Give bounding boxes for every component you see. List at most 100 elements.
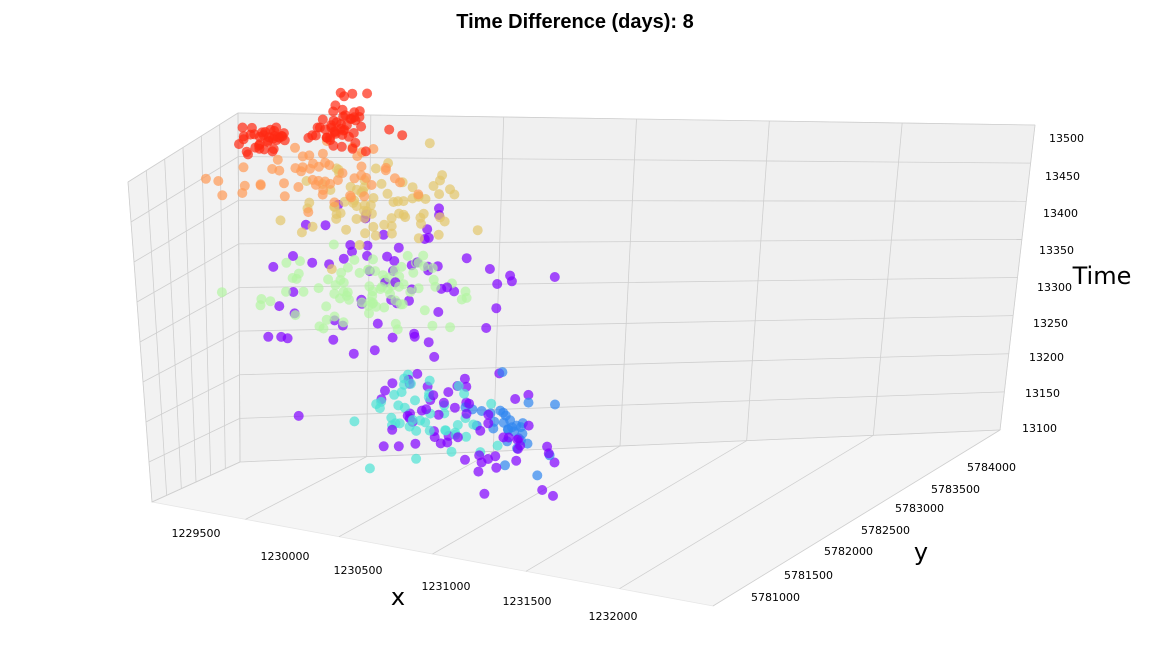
data-point — [237, 188, 248, 198]
data-point — [491, 462, 502, 473]
data-point — [370, 163, 381, 174]
data-point — [359, 213, 370, 223]
data-point — [427, 263, 438, 273]
data-point — [213, 176, 224, 186]
data-point — [549, 272, 560, 282]
data-point — [324, 160, 335, 171]
data-point — [328, 106, 339, 117]
data-point — [481, 323, 492, 333]
grid-line — [133, 199, 239, 263]
data-point — [515, 440, 526, 451]
data-point — [511, 455, 522, 466]
data-point — [329, 127, 340, 138]
data-point — [338, 317, 349, 328]
data-point — [421, 404, 432, 415]
data-point — [532, 470, 543, 481]
data-point — [464, 398, 475, 409]
data-point — [479, 488, 490, 499]
data-point — [410, 438, 421, 449]
data-point — [360, 228, 371, 239]
data-point — [347, 143, 358, 154]
data-point — [405, 378, 416, 389]
data-point — [269, 125, 280, 136]
data-point — [461, 292, 472, 303]
data-point — [396, 387, 407, 398]
data-point — [356, 161, 367, 172]
data-point — [434, 189, 445, 200]
data-point — [452, 432, 463, 443]
data-point — [268, 261, 279, 272]
data-point — [255, 300, 266, 311]
y-tick-label: 5784000 — [967, 461, 1016, 474]
data-point — [307, 257, 318, 268]
grid-line — [239, 429, 1001, 463]
data-point — [281, 286, 291, 297]
data-point — [387, 378, 398, 389]
data-point — [359, 205, 370, 216]
data-point — [410, 395, 420, 406]
data-point — [293, 410, 304, 421]
grid-line — [619, 434, 874, 590]
data-point — [413, 283, 424, 294]
data-point — [329, 197, 340, 208]
data-point — [413, 233, 424, 244]
data-point — [492, 279, 503, 289]
data-point — [330, 280, 341, 291]
data-point — [354, 240, 365, 250]
data-point — [420, 417, 431, 428]
data-point — [328, 334, 339, 345]
data-point — [351, 201, 362, 212]
data-point — [503, 432, 514, 443]
data-point — [241, 146, 252, 157]
data-point — [321, 301, 332, 312]
data-point — [393, 400, 404, 411]
data-point — [262, 136, 273, 147]
grid-line — [239, 391, 1005, 419]
data-point — [387, 424, 398, 435]
data-point — [384, 124, 395, 135]
grid-line — [432, 445, 621, 555]
grid-line — [245, 456, 367, 520]
grid-line — [239, 315, 1014, 332]
data-point — [278, 128, 289, 139]
data-point — [351, 214, 362, 224]
data-point — [424, 138, 435, 149]
data-point — [356, 297, 367, 308]
data-point — [329, 288, 340, 299]
data-point — [318, 323, 329, 334]
z-tick-label: 13450 — [1045, 170, 1080, 183]
data-point — [394, 281, 404, 292]
data-point — [452, 420, 463, 430]
data-point — [312, 122, 323, 133]
y-tick-label: 5782500 — [861, 524, 910, 537]
data-point — [433, 307, 444, 317]
data-point — [435, 438, 446, 449]
data-point — [460, 454, 470, 465]
data-point — [238, 162, 249, 173]
data-point — [379, 219, 390, 230]
y-tick-label: 5782000 — [824, 545, 873, 558]
chart-title: Time Difference (days): 8 — [456, 11, 694, 33]
x-axis-label: x — [391, 583, 405, 611]
data-point — [393, 441, 404, 452]
data-point — [445, 322, 456, 333]
data-point — [304, 197, 315, 208]
data-point — [442, 282, 453, 293]
data-point — [320, 220, 331, 231]
data-point — [486, 398, 497, 409]
data-point — [423, 232, 434, 243]
data-point — [468, 419, 479, 430]
data-point — [345, 240, 356, 250]
grid-line — [237, 112, 1036, 126]
data-point — [346, 192, 357, 203]
grid-line — [712, 429, 1001, 607]
data-point — [279, 178, 289, 189]
data-point — [449, 189, 460, 200]
data-point — [393, 242, 404, 253]
data-point — [402, 250, 413, 261]
data-point — [296, 227, 307, 238]
data-point — [386, 221, 397, 232]
data-point — [475, 425, 486, 436]
data-point — [483, 454, 494, 464]
